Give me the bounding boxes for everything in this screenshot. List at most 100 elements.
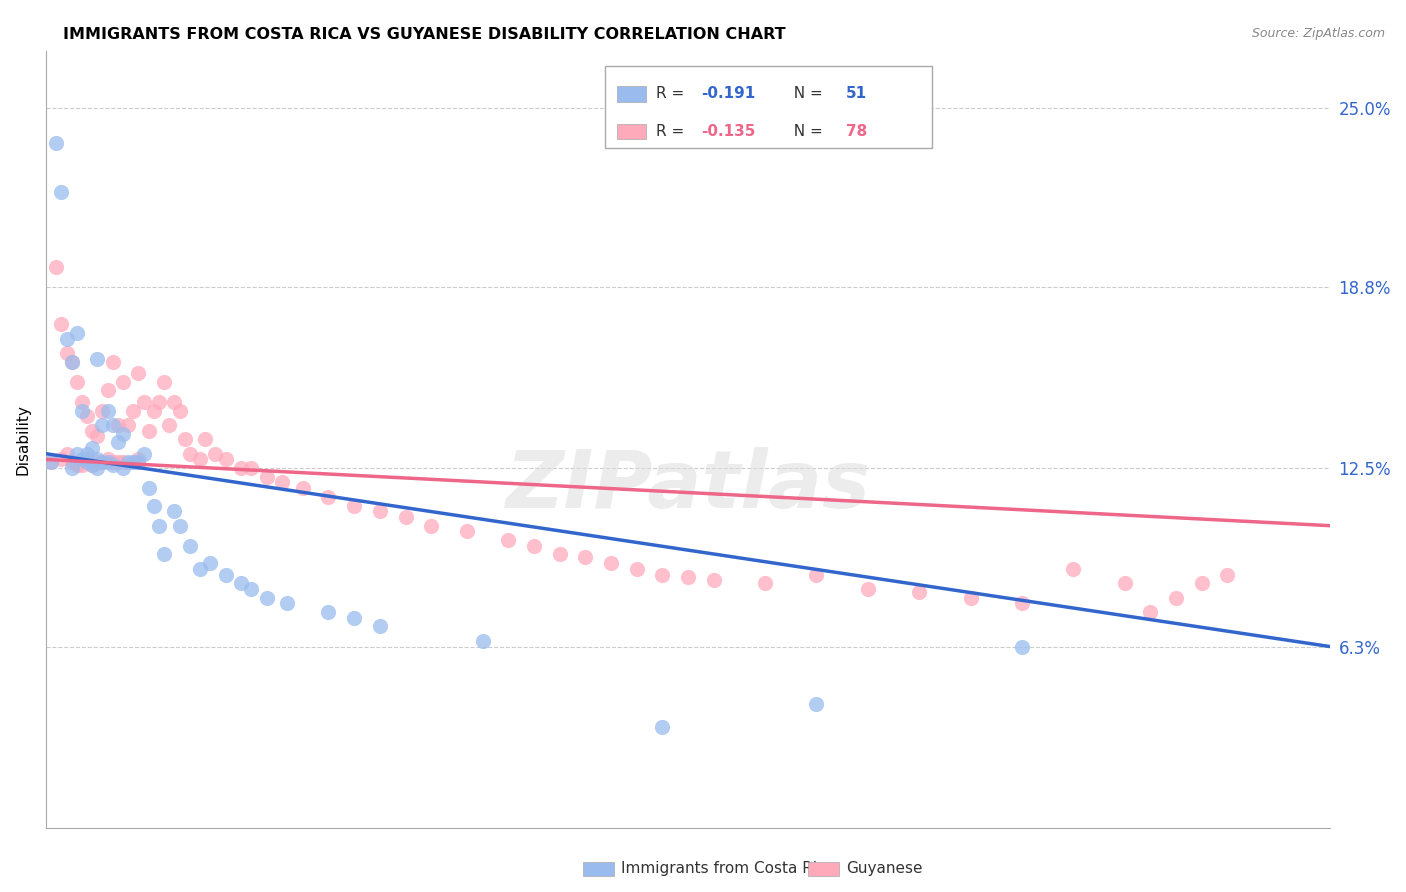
Point bbox=[163, 395, 186, 409]
Point bbox=[471, 633, 494, 648]
Point bbox=[117, 417, 139, 432]
Point bbox=[132, 447, 155, 461]
Point bbox=[142, 403, 165, 417]
Point bbox=[127, 366, 149, 380]
Point bbox=[157, 417, 180, 432]
Point bbox=[101, 417, 124, 432]
Point bbox=[70, 395, 93, 409]
Point bbox=[1164, 591, 1187, 605]
Bar bbox=[617, 87, 645, 102]
Text: ZIPatlas: ZIPatlas bbox=[506, 447, 870, 525]
Point bbox=[271, 475, 294, 490]
Point bbox=[215, 452, 238, 467]
Point bbox=[127, 455, 149, 469]
Point bbox=[574, 550, 596, 565]
Point bbox=[97, 403, 120, 417]
Point bbox=[101, 458, 124, 473]
Text: IMMIGRANTS FROM COSTA RICA VS GUYANESE DISABILITY CORRELATION CHART: IMMIGRANTS FROM COSTA RICA VS GUYANESE D… bbox=[63, 27, 786, 42]
Point bbox=[256, 591, 278, 605]
Point bbox=[1191, 576, 1213, 591]
Point bbox=[86, 452, 108, 467]
Point bbox=[908, 585, 931, 599]
Point bbox=[188, 452, 211, 467]
Bar bbox=[617, 124, 645, 139]
Point bbox=[91, 455, 114, 469]
Point bbox=[240, 461, 263, 475]
Text: -0.191: -0.191 bbox=[700, 87, 755, 102]
Point bbox=[394, 510, 416, 524]
Text: R =: R = bbox=[657, 87, 689, 102]
Point bbox=[66, 326, 89, 340]
Point bbox=[82, 458, 104, 473]
Point bbox=[215, 567, 238, 582]
Point bbox=[82, 458, 104, 473]
Point bbox=[204, 447, 226, 461]
Point bbox=[82, 424, 104, 438]
Text: 78: 78 bbox=[846, 124, 868, 139]
Point bbox=[51, 185, 73, 199]
Point bbox=[60, 354, 83, 368]
Point bbox=[856, 582, 879, 596]
Text: Immigrants from Costa Rica: Immigrants from Costa Rica bbox=[621, 862, 835, 876]
Point bbox=[122, 403, 145, 417]
Point bbox=[82, 441, 104, 455]
Point bbox=[148, 518, 170, 533]
Text: R =: R = bbox=[657, 124, 689, 139]
Point bbox=[806, 567, 828, 582]
Point bbox=[117, 455, 139, 469]
Point bbox=[600, 556, 623, 570]
Point bbox=[1011, 640, 1033, 654]
Point bbox=[1062, 562, 1084, 576]
Point bbox=[60, 354, 83, 368]
Point bbox=[107, 435, 129, 450]
Point bbox=[76, 455, 98, 469]
Text: N =: N = bbox=[785, 87, 828, 102]
Point bbox=[86, 461, 108, 475]
Point bbox=[231, 461, 253, 475]
Point bbox=[66, 375, 89, 389]
Point bbox=[39, 455, 62, 469]
Point bbox=[1114, 576, 1136, 591]
Point bbox=[45, 260, 67, 274]
Y-axis label: Disability: Disability bbox=[15, 404, 30, 475]
Point bbox=[188, 562, 211, 576]
Point bbox=[163, 504, 186, 518]
Point bbox=[153, 375, 176, 389]
Point bbox=[111, 426, 134, 441]
Point bbox=[343, 499, 366, 513]
Point bbox=[806, 697, 828, 711]
Text: 51: 51 bbox=[846, 87, 868, 102]
Point bbox=[51, 317, 73, 331]
Point bbox=[754, 576, 776, 591]
Text: N =: N = bbox=[785, 124, 828, 139]
Point bbox=[169, 403, 191, 417]
Text: Source: ZipAtlas.com: Source: ZipAtlas.com bbox=[1251, 27, 1385, 40]
Point bbox=[179, 447, 201, 461]
Point bbox=[91, 455, 114, 469]
Point bbox=[318, 605, 340, 619]
Point bbox=[138, 481, 160, 495]
Point bbox=[86, 351, 108, 366]
Point bbox=[651, 567, 673, 582]
Point bbox=[101, 354, 124, 368]
Point bbox=[60, 461, 83, 475]
Point bbox=[194, 433, 217, 447]
Point bbox=[39, 455, 62, 469]
Point bbox=[1139, 605, 1161, 619]
Point bbox=[70, 458, 93, 473]
Point bbox=[548, 548, 571, 562]
Point bbox=[318, 490, 340, 504]
Point bbox=[70, 452, 93, 467]
Point bbox=[111, 455, 134, 469]
Point bbox=[51, 452, 73, 467]
Point bbox=[200, 556, 222, 570]
Point bbox=[70, 403, 93, 417]
Point bbox=[456, 524, 478, 539]
Point bbox=[703, 574, 725, 588]
Text: Guyanese: Guyanese bbox=[846, 862, 922, 876]
Point bbox=[676, 570, 699, 584]
Point bbox=[291, 481, 314, 495]
Point bbox=[276, 596, 298, 610]
Text: -0.135: -0.135 bbox=[700, 124, 755, 139]
Point bbox=[97, 452, 120, 467]
